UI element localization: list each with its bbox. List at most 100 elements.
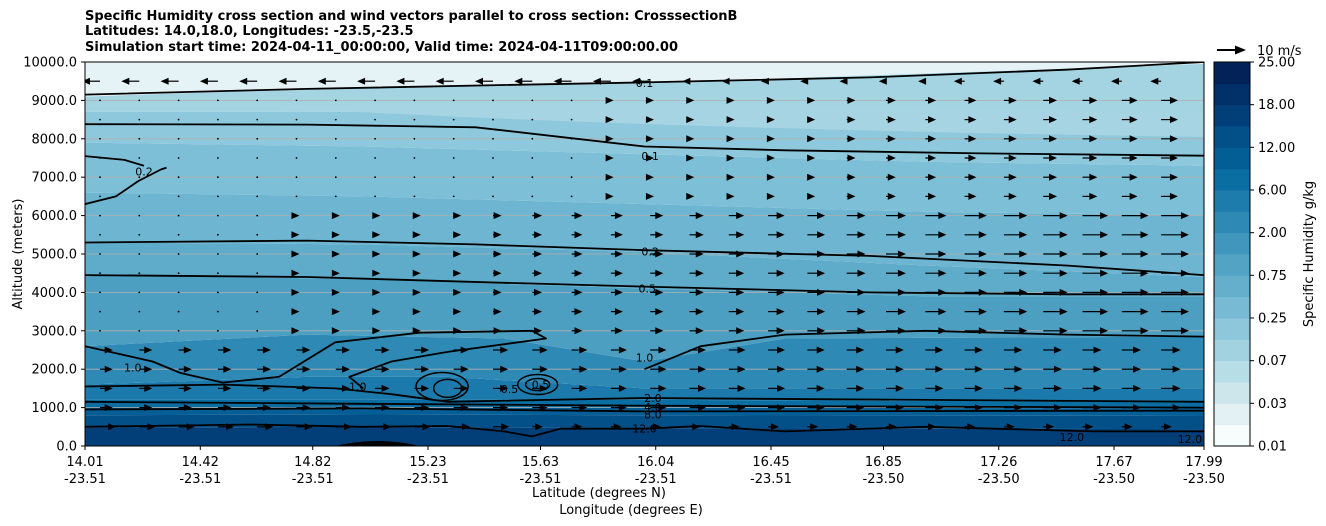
wind-vector — [650, 250, 664, 258]
wind-vector — [1121, 231, 1149, 239]
wind-vector — [728, 288, 745, 296]
wind-vector — [1111, 77, 1122, 85]
wind-vector — [217, 423, 235, 431]
wind-vector — [139, 346, 153, 354]
wind-vector — [925, 116, 937, 124]
wind-vector — [492, 195, 494, 198]
wind-vector — [846, 96, 856, 104]
wind-vector — [1082, 154, 1098, 162]
wind-vector — [532, 384, 548, 392]
wind-vector — [964, 288, 987, 296]
wind-vector — [492, 137, 494, 140]
humidity-band — [85, 142, 1204, 216]
wind-vector — [331, 288, 340, 296]
wind-vector — [1121, 154, 1138, 162]
wind-vector — [571, 308, 583, 316]
wind-vector — [256, 272, 259, 275]
x-tick-label-longitude: -23.50 — [1183, 472, 1225, 487]
wind-vector — [217, 137, 219, 140]
wind-vector — [689, 288, 704, 296]
wind-reference-key: 10 m/s — [1217, 44, 1302, 59]
wind-vector — [296, 346, 311, 354]
wind-vector — [493, 288, 502, 296]
contour-label: 0.2 — [641, 246, 659, 259]
wind-vector — [453, 288, 462, 296]
wind-vector — [645, 173, 654, 181]
wind-vector — [177, 329, 180, 332]
wind-vector — [291, 231, 300, 239]
wind-vector — [728, 308, 745, 316]
wind-vector — [760, 77, 769, 85]
colorbar-swatch — [1214, 211, 1250, 234]
y-tick-label: 4000.0 — [32, 286, 78, 301]
wind-vector — [846, 346, 865, 354]
contour-loop — [516, 373, 559, 396]
wind-vector — [1161, 192, 1178, 200]
wind-vector — [1161, 250, 1189, 258]
wind-vector — [177, 291, 180, 294]
wind-vector — [475, 77, 493, 85]
humidity-band — [85, 376, 1204, 402]
wind-vector — [605, 116, 614, 124]
wind-vector — [217, 272, 219, 275]
x-tick-label-longitude: -23.51 — [179, 472, 221, 487]
wind-vector — [650, 404, 667, 412]
contour-label: 0.5 — [639, 283, 657, 296]
wind-vector — [1003, 308, 1028, 316]
wind-vector — [768, 404, 786, 412]
wind-vector — [846, 327, 866, 335]
wind-vector — [493, 346, 509, 354]
wind-vector — [728, 423, 740, 431]
contour-line — [85, 274, 1204, 296]
wind-vector — [256, 253, 259, 255]
wind-vector — [964, 346, 983, 354]
wind-vector — [414, 404, 430, 412]
wind-vector — [571, 404, 588, 412]
wind-vector — [1082, 192, 1098, 200]
wind-vector — [257, 423, 274, 431]
contour-label: 0.1 — [641, 150, 659, 163]
wind-vector — [645, 116, 654, 124]
wind-vector — [100, 365, 113, 373]
wind-vector — [99, 310, 101, 313]
wind-vector — [532, 365, 548, 373]
wind-vector — [217, 329, 219, 332]
contour-line — [85, 123, 1204, 157]
wind-vector — [766, 173, 775, 181]
wind-vector — [807, 384, 825, 392]
wind-vector — [139, 404, 153, 412]
wind-vector — [296, 384, 311, 392]
wind-vector — [1121, 173, 1138, 181]
wind-vector — [412, 269, 421, 277]
wind-vector — [514, 77, 533, 85]
wind-vector — [925, 269, 947, 277]
humidity-band — [85, 334, 1204, 389]
contour-line — [85, 383, 1204, 403]
wind-vector — [1082, 327, 1109, 335]
wind-vector — [331, 212, 340, 220]
wind-vector — [925, 423, 937, 431]
wind-vector — [1161, 96, 1178, 104]
humidity-band — [85, 275, 1204, 362]
wind-vector — [964, 173, 977, 181]
wind-vector — [291, 269, 300, 277]
wind-vector — [177, 118, 180, 121]
wind-vector — [632, 77, 651, 85]
wind-vector — [650, 384, 667, 392]
wind-vector — [414, 346, 430, 354]
wind-vector — [532, 404, 548, 412]
wind-vector — [571, 384, 588, 392]
wind-vector — [846, 135, 856, 143]
wind-vector — [686, 96, 695, 104]
wind-vector — [1121, 192, 1138, 200]
wind-vector — [726, 116, 735, 124]
wind-vector — [217, 253, 219, 255]
wind-vector — [1003, 269, 1028, 277]
colorbar: 0.01 0.03 0.07 0.25 0.75 2.00 6.00 12.00 18.00 25… — [1213, 56, 1295, 455]
x-tick-label-latitude: 17.26 — [980, 455, 1017, 470]
wind-vector — [256, 291, 259, 294]
wind-vector — [886, 404, 904, 412]
wind-vector — [610, 269, 623, 277]
wind-vector — [413, 137, 416, 140]
wind-vector — [571, 288, 583, 296]
